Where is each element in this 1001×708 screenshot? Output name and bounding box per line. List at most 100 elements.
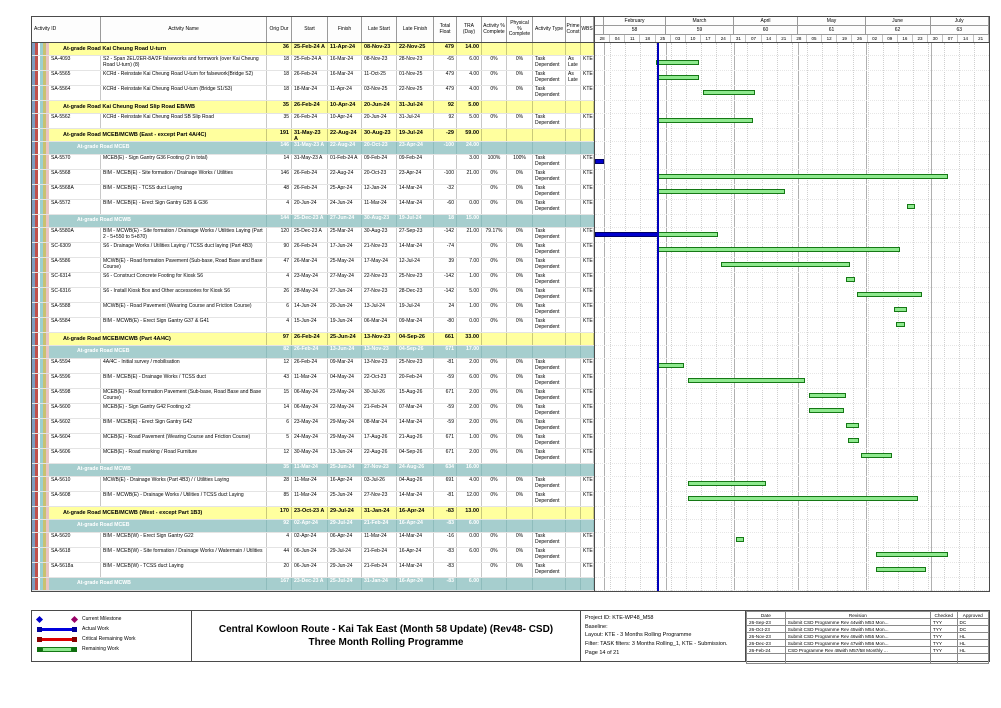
wbs-band-stripe (37, 374, 41, 388)
gantt-row (595, 464, 989, 477)
cell-actPct: 0% (482, 318, 507, 332)
activity-name: MCWB(E) - Drainage Works (Part 4B3) / / … (101, 477, 267, 491)
gantt-row (595, 273, 989, 288)
cell-float: -100 (434, 170, 457, 184)
cell-lateFinish: 28-Dec-23 (397, 288, 434, 302)
wbs-band-stripe (43, 71, 47, 85)
legend-item: Current Milestone (35, 614, 186, 624)
cell-start: 11-Mar-24 (292, 374, 328, 388)
cell-wbs (581, 520, 594, 532)
revision-cell: 26-Oct-23 (746, 625, 786, 633)
gantt-row (595, 303, 989, 318)
remaining-work-bar (657, 247, 901, 252)
wbs-band-stripe (43, 548, 47, 562)
wbs-band-stripe (40, 288, 44, 302)
cell-tra: 4.00 (457, 477, 482, 491)
wbs-band-stripe (46, 464, 49, 476)
cell-physPct: 0% (507, 273, 533, 287)
wbs-band-stripe (37, 71, 41, 85)
wbs-band-stripe (32, 155, 35, 169)
wbs-band-stripe (37, 520, 41, 532)
cell-finish: 13-Jun-24 (328, 346, 362, 358)
cell-actPct: 0% (482, 185, 507, 199)
wbs-band-stripe (46, 155, 49, 169)
wbs-band-stripes (32, 155, 49, 169)
cell-float: -142 (434, 228, 457, 242)
cell-finish: 09-Mar-24 (328, 359, 362, 373)
revision-col-header: Approved (956, 611, 990, 619)
cell-float: -65 (434, 56, 457, 70)
cell-tra: 6.00 (457, 374, 482, 388)
wbs-band-stripe (46, 318, 49, 332)
cell-prime (566, 533, 581, 547)
cell-dur: 12 (267, 449, 292, 463)
baseline-label: Baseline: (585, 623, 608, 630)
wbs-band-stripe (34, 548, 38, 562)
wbs-band-stripe (46, 389, 49, 403)
cell-float: 661 (434, 333, 457, 345)
wbs-band-stripe (46, 346, 49, 358)
wbs-band-stripe (37, 228, 41, 242)
activity-row: SA-5565 KCRd - Reinstate Kai Cheung Road … (32, 71, 594, 86)
cell-actType: Task Dependent (533, 243, 566, 257)
wbs-band-stripe (46, 288, 49, 302)
wbs-band-stripe (32, 101, 35, 113)
wbs-band-stripe (43, 243, 47, 257)
cell-tra: 4.00 (457, 86, 482, 100)
wbs-band-stripe (32, 43, 35, 55)
cell-start: 26-Feb-24 (292, 101, 328, 113)
cell-wbs (581, 101, 594, 113)
cell-float: -142 (434, 288, 457, 302)
wbs-band-stripe (43, 464, 47, 476)
cell-wbs (581, 507, 594, 519)
revision-cell: 26-Nov-23 (746, 632, 786, 640)
cell-prime (566, 258, 581, 272)
cell-start: 24-May-24 (292, 434, 328, 448)
cell-lateFinish: 14-Mar-24 (397, 185, 434, 199)
cell-finish: 27-May-24 (328, 273, 362, 287)
remaining-work-bar (657, 363, 684, 368)
cell-lateFinish: 19-Jul-24 (397, 129, 434, 141)
cell-dur: 146 (267, 170, 292, 184)
wbs-band-stripe (46, 228, 49, 242)
wbs-band-stripe (32, 464, 35, 476)
wbs-band-stripe (40, 170, 44, 184)
cell-actType: Task Dependent (533, 477, 566, 491)
cell-start: 28-May-24 (292, 288, 328, 302)
cell-finish: 16-Apr-24 (328, 477, 362, 491)
activity-name: S6 - Construct Concrete Footing for Kios… (101, 273, 267, 287)
group-row: At-grade Road MCWB 35 11-Mar-24 25-Jun-24 27… (32, 464, 594, 477)
cell-prime (566, 318, 581, 332)
cell-physPct: 0% (507, 434, 533, 448)
wbs-band-stripes (32, 185, 49, 199)
cell-finish: 29-Jul-24 (328, 520, 362, 532)
cell-lateFinish: 25-Nov-23 (397, 273, 434, 287)
cell-start: 20-Jun-24 (292, 200, 328, 214)
cell-float: -74 (434, 243, 457, 257)
cell-float: 671 (434, 346, 457, 358)
activity-id: SA-5565 (49, 71, 101, 85)
cell-float: -142 (434, 273, 457, 287)
cell-wbs (581, 142, 594, 154)
wbs-band-stripe (32, 170, 35, 184)
cell-lateFinish: 14-Mar-24 (397, 533, 434, 547)
wbs-band-stripe (46, 273, 49, 287)
cell-start: 31-May-23 A (292, 142, 328, 154)
cell-actType (533, 142, 566, 154)
cell-lateStart: 22-Oct-23 (362, 374, 397, 388)
remaining-work-bar (876, 567, 927, 572)
wbs-band-stripes (32, 200, 49, 214)
cell-actType: Task Dependent (533, 114, 566, 128)
wbs-band-stripe (34, 520, 38, 532)
project-info: Project ID: KTE-WP48_M58 Baseline: Layou… (581, 611, 746, 661)
remaining-legend-icon (37, 646, 77, 652)
activity-row: SA-5572 BIM - MCEB(E) - Erect Sign Gantry… (32, 200, 594, 215)
cell-lateStart: 13-Jul-24 (362, 303, 397, 317)
cell-lateFinish: 16-Apr-24 (397, 520, 434, 532)
wbs-band-stripes (32, 114, 49, 128)
wbs-band-stripe (32, 258, 35, 272)
cell-start: 26-Feb-24 (292, 346, 328, 358)
cell-prime (566, 303, 581, 317)
column-header-lateStart: Late Start (362, 17, 397, 42)
wbs-band-stripe (37, 359, 41, 373)
